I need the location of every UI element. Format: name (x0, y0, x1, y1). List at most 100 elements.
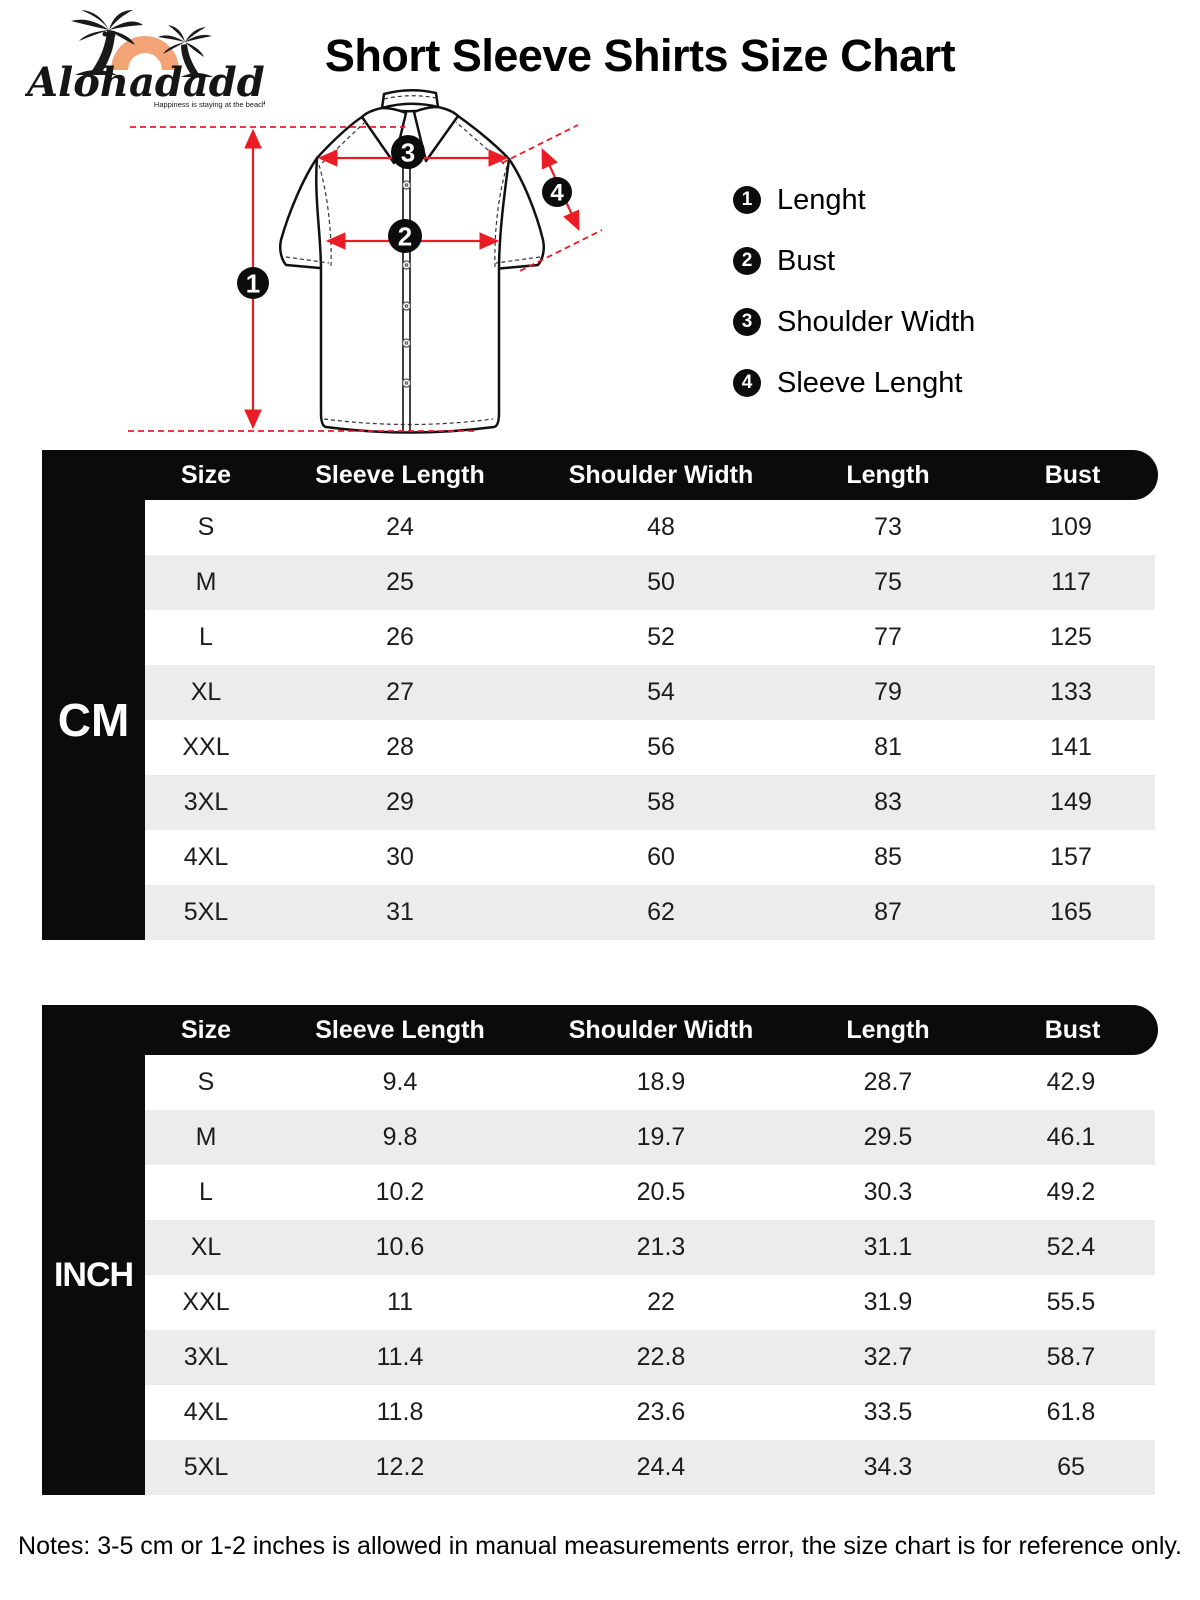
column-header-length: Length (846, 460, 930, 489)
table-cell: 32.7 (863, 1343, 913, 1371)
table-cell: 9.8 (382, 1123, 418, 1151)
column-header-size: Size (180, 460, 232, 489)
table-cell: 73 (874, 513, 902, 541)
svg-text:4: 4 (550, 180, 564, 207)
table-cell: 10.6 (375, 1233, 425, 1261)
legend-label: Bust (777, 244, 836, 277)
table-cell: 75 (874, 568, 902, 596)
table-row: L 10.2 20.5 30.3 49.2 (145, 1165, 1155, 1220)
table-cell: 61.8 (1046, 1398, 1096, 1426)
circled-4-icon: 4 (733, 369, 761, 397)
shirt-placket (402, 161, 411, 432)
table-row: 3XL 29 58 83 149 (145, 775, 1155, 830)
table-cell: 56 (647, 733, 675, 761)
table-cell: 26 (386, 623, 414, 651)
table-row: L 26 52 77 125 (145, 610, 1155, 665)
table-cell: M (195, 568, 217, 596)
shirt-measurement-diagram: 1 2 3 4 (128, 89, 603, 434)
table-cell: 5XL (183, 898, 229, 926)
table-row: XL 10.6 21.3 31.1 52.4 (145, 1220, 1155, 1275)
table-cell: 4XL (183, 843, 229, 871)
table-cell: 77 (874, 623, 902, 651)
table-row: 3XL 11.4 22.8 32.7 58.7 (145, 1330, 1155, 1385)
table-cell: 4XL (183, 1398, 229, 1426)
column-header-bust: Bust (1044, 460, 1101, 489)
inch-table-header: Size Sleeve Length Shoulder Width Length… (42, 1005, 1158, 1055)
notes-text: Notes: 3-5 cm or 1-2 inches is allowed i… (18, 1532, 1182, 1560)
svg-text:3: 3 (401, 138, 415, 168)
table-cell: 30 (386, 843, 414, 871)
table-cell: 54 (647, 678, 675, 706)
table-cell: XXL (182, 1288, 230, 1316)
table-cell: 50 (647, 568, 675, 596)
table-cell: 31.9 (863, 1288, 913, 1316)
column-header-size: Size (180, 1015, 232, 1044)
unit-label-inch: INCH (42, 1055, 145, 1495)
table-cell: 52 (647, 623, 675, 651)
table-row: M 25 50 75 117 (145, 555, 1155, 610)
table-cell: 10.2 (375, 1178, 425, 1206)
table-cell: 19.7 (636, 1123, 686, 1151)
table-cell: 22.8 (636, 1343, 686, 1371)
svg-text:2: 2 (398, 222, 412, 252)
table-cell: 29.5 (863, 1123, 913, 1151)
table-cell: 3XL (183, 1343, 229, 1371)
table-cell: M (195, 1123, 217, 1151)
table-cell: 28 (386, 733, 414, 761)
table-row: 5XL 12.2 24.4 34.3 65 (145, 1440, 1155, 1495)
table-row: 4XL 11.8 23.6 33.5 61.8 (145, 1385, 1155, 1440)
cm-table-rows: S 24 48 73 109 M 25 50 75 117 L 26 52 77 125 XL 27 54 79 13… (145, 500, 1155, 940)
table-cell: 3XL (183, 788, 229, 816)
table-cell: 83 (874, 788, 902, 816)
column-header-length: Length (846, 1015, 930, 1044)
measurement-guides (128, 124, 603, 432)
marker-4: 4 (542, 177, 572, 207)
cm-table-header: Size Sleeve Length Shoulder Width Length… (42, 450, 1158, 500)
unit-label-cm: CM (42, 500, 145, 940)
table-cell: 22 (647, 1288, 675, 1316)
table-cell: 62 (647, 898, 675, 926)
table-cell: 21.3 (636, 1233, 686, 1261)
table-cell: 60 (647, 843, 675, 871)
column-header-shoulder-width: Shoulder Width (568, 460, 754, 489)
circled-3-icon: 3 (733, 308, 761, 336)
table-cell: 65 (1057, 1453, 1085, 1481)
table-row: XXL 11 22 31.9 55.5 (145, 1275, 1155, 1330)
table-cell: 11.4 (376, 1343, 424, 1371)
table-cell: 11.8 (376, 1398, 424, 1426)
table-cell: 149 (1050, 788, 1092, 816)
table-cell: L (199, 623, 213, 651)
table-cell: S (197, 513, 215, 541)
table-row: 4XL 30 60 85 157 (145, 830, 1155, 885)
table-cell: 141 (1050, 733, 1092, 761)
shirt-body (315, 105, 511, 434)
legend-label: Sleeve Lenght (777, 366, 963, 399)
table-cell: 30.3 (863, 1178, 913, 1206)
table-row: M 9.8 19.7 29.5 46.1 (145, 1110, 1155, 1165)
table-cell: 46.1 (1046, 1123, 1096, 1151)
table-cell: 157 (1050, 843, 1092, 871)
marker-2: 2 (388, 219, 422, 253)
table-cell: 79 (874, 678, 902, 706)
legend-label: Shoulder Width (777, 305, 976, 338)
table-cell: 27 (386, 678, 414, 706)
page-title: Short Sleeve Shirts Size Chart (324, 30, 956, 81)
table-row: 5XL 31 62 87 165 (145, 885, 1155, 940)
brand-tagline: Happiness is staying at the beach (154, 100, 265, 109)
table-cell: 20.5 (636, 1178, 686, 1206)
column-header-bust: Bust (1044, 1015, 1101, 1044)
table-cell: 5XL (183, 1453, 229, 1481)
inch-size-table: Size Sleeve Length Shoulder Width Length… (42, 1005, 1158, 1495)
column-header-shoulder-width: Shoulder Width (568, 1015, 754, 1044)
circled-1-icon: 1 (733, 186, 761, 214)
table-cell: 24 (386, 513, 414, 541)
circled-2-icon: 2 (733, 247, 761, 275)
palm-tree-right-icon (158, 25, 213, 77)
table-cell: 48 (647, 513, 675, 541)
table-cell: 42.9 (1046, 1068, 1096, 1096)
table-cell: 25 (386, 568, 414, 596)
table-cell: 49.2 (1046, 1178, 1096, 1206)
table-cell: 87 (874, 898, 902, 926)
brand-name: Alohadaddy (25, 59, 265, 106)
table-cell: S (197, 1068, 215, 1096)
